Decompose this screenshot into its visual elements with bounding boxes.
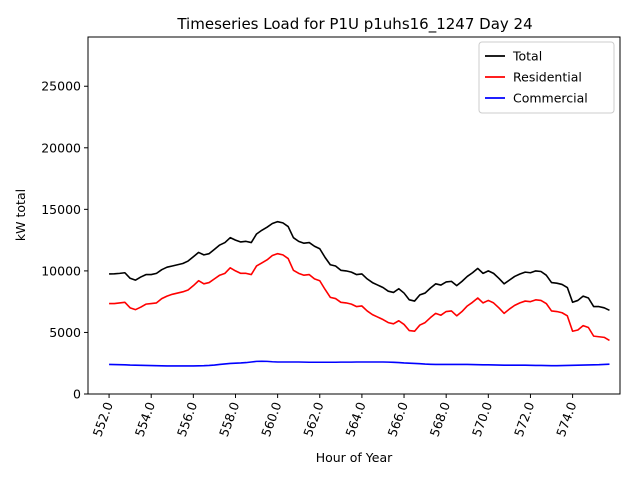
plot-frame [87, 36, 621, 395]
chart-title: Timeseries Load for P1U p1uhs16_1247 Day… [176, 15, 532, 34]
x-tick-label: 572.0 [511, 400, 537, 439]
legend: Total Residential Commercial [478, 41, 615, 114]
series-line-residential [109, 252, 610, 342]
legend-box [478, 41, 615, 114]
legend-label-commercial: Commercial [513, 91, 588, 106]
x-tick-label: 552.0 [90, 400, 116, 439]
legend-label-residential: Residential [513, 70, 582, 85]
y-tick-label: 25000 [41, 79, 81, 94]
y-tick-label: 15000 [41, 202, 81, 217]
y-axis-label: kW total [13, 189, 28, 241]
x-tick-label: 554.0 [132, 400, 158, 439]
y-tick-label: 0 [73, 387, 81, 402]
x-tick-label: 564.0 [342, 400, 368, 439]
series-layer [109, 220, 610, 367]
x-tick-label: 570.0 [469, 400, 495, 439]
x-tick-label: 560.0 [258, 400, 284, 439]
x-tick-label: 558.0 [216, 400, 242, 439]
x-tick-label: 574.0 [553, 400, 579, 439]
x-tick-label: 556.0 [174, 400, 200, 439]
x-tick-label: 562.0 [300, 400, 326, 439]
y-axis-ticks: 0 5000 10000 15000 20000 25000 [41, 79, 88, 402]
x-tick-label: 566.0 [385, 400, 411, 439]
y-tick-label: 10000 [41, 263, 81, 278]
series-line-commercial [109, 360, 610, 367]
x-tick-label: 568.0 [427, 400, 453, 439]
legend-label-total: Total [512, 49, 542, 64]
y-tick-label: 20000 [41, 140, 81, 155]
x-axis-ticks: 552.0 554.0 556.0 558.0 560.0 562.0 564.0 566.0… [90, 394, 579, 439]
series-line-total [109, 220, 610, 312]
y-tick-label: 5000 [49, 325, 81, 340]
x-axis-label: Hour of Year [316, 450, 393, 465]
